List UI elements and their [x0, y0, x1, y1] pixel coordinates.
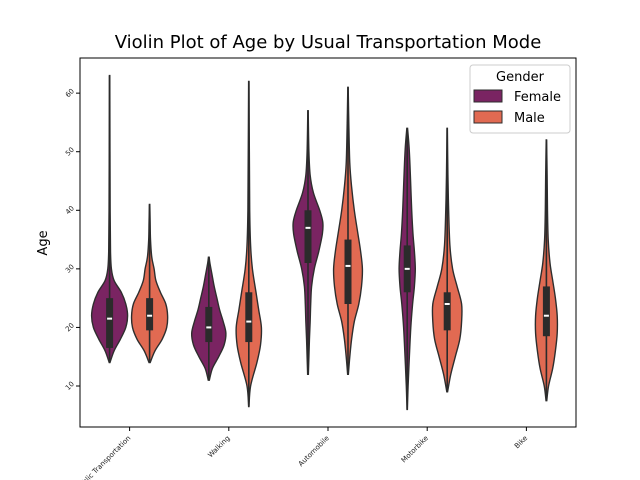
violin-box-male-walking [245, 292, 253, 343]
y-tick-label-30: 30 [64, 263, 76, 275]
violin-box-female-automobile [304, 210, 312, 263]
violin-median-male-public-transportation [147, 314, 153, 317]
x-tick-label-automobile: Automobile [297, 434, 331, 468]
violin-median-female-motorbike [404, 267, 410, 270]
violin-box-male-automobile [344, 239, 352, 304]
x-tick-label-motorbike: Motorbike [400, 434, 430, 464]
violin-male-bike [534, 139, 559, 402]
legend-label-male: Male [514, 111, 545, 126]
violin-box-female-public-transportation [106, 298, 114, 348]
y-axis: 10 20 30 40 50 60 [64, 87, 80, 392]
y-tick-label-40: 40 [64, 204, 76, 216]
plot-area [90, 74, 559, 411]
violin-female-automobile [292, 110, 324, 375]
violin-box-female-walking [205, 306, 213, 343]
legend-swatch-female [473, 89, 503, 103]
violin-median-male-motorbike [444, 303, 450, 305]
violin-median-female-automobile [305, 226, 311, 229]
violin-median-male-bike [543, 314, 549, 317]
violin-box-male-motorbike [443, 292, 451, 331]
x-tick-label-public-transportation: Public Transportation [75, 434, 133, 480]
legend-title: Gender [496, 70, 545, 85]
violin-box-male-bike [542, 286, 550, 337]
legend: Gender Female Male [469, 64, 571, 134]
violin-male-walking [235, 80, 263, 408]
y-tick-label-60: 60 [64, 87, 76, 99]
y-axis-label: Age [36, 230, 51, 255]
legend-label-female: Female [514, 90, 561, 105]
violin-female-motorbike [398, 127, 417, 411]
violin-median-male-automobile [345, 264, 351, 267]
x-axis: Public Transportation Walking Automobile Mo… [75, 427, 529, 480]
violin-female-walking [190, 256, 227, 381]
violin-box-male-public-transportation [146, 298, 154, 331]
violin-female-public-transportation [90, 74, 129, 364]
violin-male-public-transportation [130, 203, 169, 364]
violin-median-female-walking [206, 326, 212, 329]
x-tick-label-walking: Walking [206, 434, 231, 459]
violin-male-motorbike [431, 127, 463, 393]
y-tick-label-50: 50 [64, 146, 76, 158]
violin-median-male-walking [246, 320, 252, 323]
legend-swatch-male [473, 110, 503, 124]
y-tick-label-10: 10 [64, 380, 76, 392]
x-tick-label-bike: Bike [513, 434, 529, 450]
y-tick-label-20: 20 [64, 321, 76, 333]
chart-title: Violin Plot of Age by Usual Transportati… [115, 32, 542, 53]
violin-male-automobile [332, 86, 364, 375]
violin-median-female-public-transportation [107, 317, 113, 320]
